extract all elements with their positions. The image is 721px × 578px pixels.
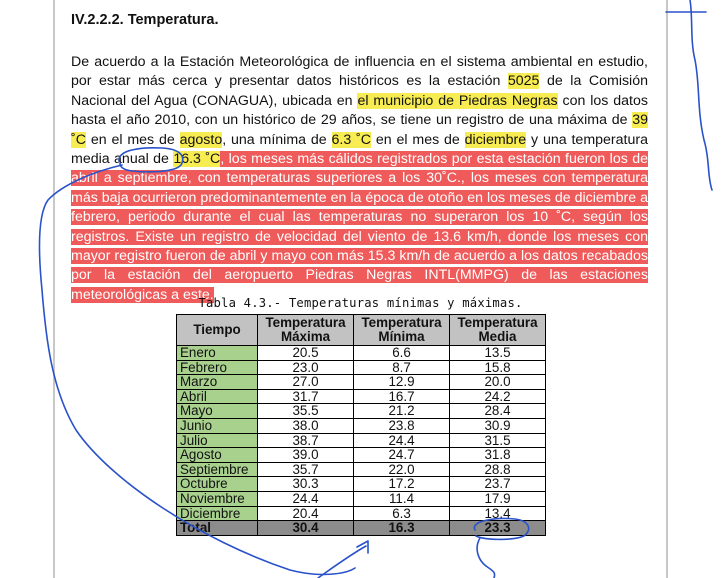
body-paragraph: De acuerdo a la Estación Meteorológica d… — [71, 53, 648, 305]
table-row: Mayo 35.5 21.2 28.4 — [176, 403, 546, 419]
cell-min: 6.6 — [353, 345, 450, 361]
cell-month: Noviembre — [176, 490, 258, 507]
pen-circle-total-mean — [473, 517, 530, 541]
pen-hook-mean — [476, 537, 496, 578]
section-heading: IV.2.2.2. Temperatura. — [71, 12, 219, 28]
cell-max: 20.4 — [257, 505, 354, 522]
para-text: en el mes de — [85, 131, 180, 148]
cell-month: Diciembre — [176, 505, 258, 522]
para-text: y una temperatura media anual de — [71, 131, 648, 168]
table-row: Noviembre 24.4 11.4 17.9 — [176, 490, 546, 507]
cell-min: 11.4 — [353, 490, 450, 507]
page-right-edge — [666, 0, 668, 578]
table-row: Diciembre 20.4 6.3 13.4 — [176, 505, 546, 522]
cell-mean: 28.8 — [449, 461, 546, 478]
cell-month: Septiembre — [176, 461, 258, 478]
page-left-edge — [53, 0, 55, 578]
cell-mean: 30.9 — [449, 417, 546, 434]
table-row: Agosto 39.0 24.7 31.8 — [176, 447, 546, 463]
highlight-max-month: agosto — [179, 131, 223, 148]
cell-mean: 15.8 — [449, 359, 546, 376]
highlight-min-month: diciembre — [464, 131, 527, 148]
cell-mean: 28.4 — [449, 403, 546, 419]
cell-min: 23.8 — [353, 417, 450, 434]
cell-total-max: 30.4 — [257, 520, 354, 536]
cell-min: 24.4 — [353, 432, 450, 449]
cell-min: 17.2 — [353, 476, 450, 492]
para-text: De acuerdo a la Estación Meteorológica d… — [71, 54, 648, 90]
table-row: Abril 31.7 16.7 24.2 — [176, 388, 546, 405]
table-row: Septiembre 35.7 22.0 28.8 — [176, 461, 546, 478]
cell-month: Marzo — [176, 374, 258, 390]
header-min: Temperatura Mínima — [353, 314, 450, 346]
table-caption: Tabla 4.3.- Temperaturas mínimas y máxim… — [198, 296, 523, 310]
highlight-station: 5025 — [507, 73, 540, 90]
header-mean: Temperatura Media — [449, 314, 546, 346]
cell-min: 16.7 — [353, 388, 450, 405]
table-row: Julio 38.7 24.4 31.5 — [176, 432, 546, 449]
cell-month: Octubre — [176, 476, 258, 492]
table-header-row: Tiempo Temperatura Máxima Temperatura Míni… — [176, 314, 546, 346]
highlight-mean-temp: 16.3 ˚C — [173, 151, 221, 168]
cell-max: 35.5 — [257, 403, 354, 419]
pen-squiggle-top — [689, 0, 713, 191]
cell-total-min: 16.3 — [353, 520, 450, 536]
pen-circle-mean-annual — [118, 147, 184, 173]
cell-month: Febrero — [176, 359, 258, 376]
cell-month: Abril — [176, 388, 258, 405]
para-text: en el mes de — [371, 131, 465, 148]
highlight-min-temp: 6.3 ˚C — [331, 131, 372, 148]
table-row: Febrero 23.0 8.7 15.8 — [176, 359, 546, 376]
header-month: Tiempo — [176, 314, 258, 346]
cell-max: 23.0 — [257, 359, 354, 376]
cell-mean: 31.8 — [449, 447, 546, 463]
pen-arrow-min — [317, 545, 367, 578]
header-max: Temperatura Máxima — [257, 314, 354, 346]
cell-total-mean: 23.3 — [449, 520, 546, 536]
pen-arrowhead-min — [356, 540, 369, 554]
cell-month: Agosto — [176, 447, 258, 463]
para-text: de la Comisión Nacional del Agua (CONAGU… — [71, 73, 648, 109]
para-text: , una mínima de — [222, 131, 332, 148]
highlight-municipio: el municipio de Piedras Negras — [357, 92, 558, 109]
para-text: con los datos hasta el año 2010, con un … — [71, 92, 648, 129]
cell-month: Julio — [176, 432, 258, 449]
pen-long-arrow — [38, 164, 356, 576]
temperature-table: Tiempo Temperatura Máxima Temperatura Míni… — [176, 314, 546, 536]
cell-month: Junio — [176, 417, 258, 434]
